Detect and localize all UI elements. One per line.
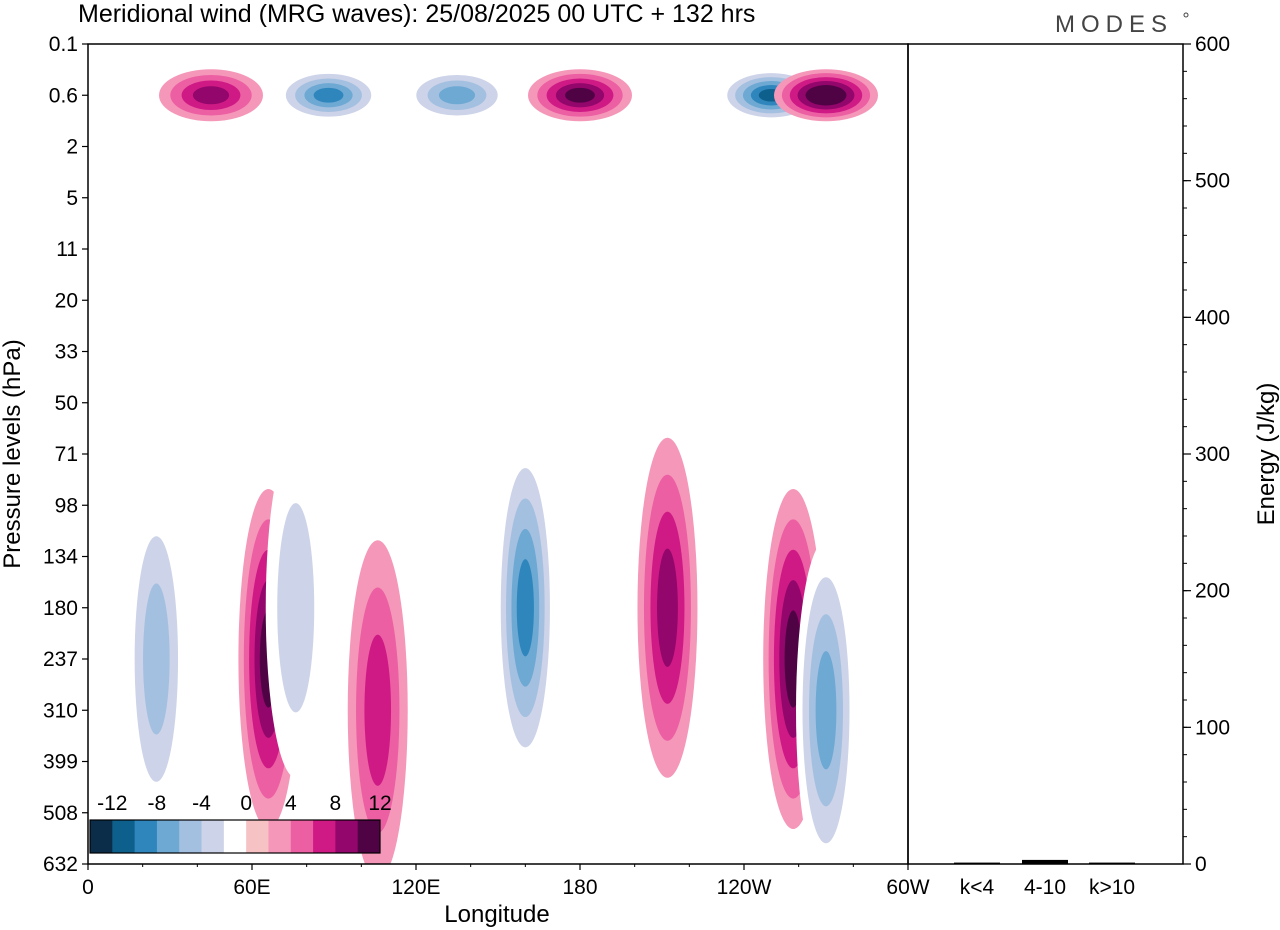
contour-band — [815, 651, 837, 770]
energy-plot-frame — [907, 43, 1184, 865]
energy-tick-label: 0 — [1195, 853, 1207, 876]
brand-logo: MODES — [1055, 11, 1173, 38]
colorbar-swatch — [156, 820, 180, 853]
contour-feature — [637, 437, 698, 778]
y-axis-label: Pressure levels (hPa) — [0, 339, 26, 568]
contour-feature — [265, 437, 326, 778]
colorbar-swatch — [335, 820, 359, 853]
x-tick-label: 60W — [886, 876, 929, 899]
colorbar-swatch — [223, 820, 247, 853]
y-tick-label: 20 — [55, 289, 78, 312]
energy-tick-label: 600 — [1195, 33, 1230, 56]
y-tick-label: 0.6 — [49, 84, 78, 107]
colorbar-swatch — [112, 820, 136, 853]
y-tick-label: 98 — [55, 494, 78, 517]
contour-feature — [126, 489, 187, 829]
contour-feature — [528, 69, 632, 122]
energy-categories: k<4 4-10 k>10 — [960, 876, 1135, 899]
contour-band — [565, 87, 595, 103]
colorbar-swatch — [246, 820, 269, 853]
y-tick-label: 5 — [66, 187, 78, 210]
colorbar-swatch — [313, 820, 336, 853]
contour-band — [516, 559, 534, 657]
y-tick-label: 71 — [55, 443, 78, 466]
energy-tick-label: 400 — [1195, 306, 1230, 329]
colorbar-tick-label: -12 — [97, 792, 127, 815]
contour-band — [657, 548, 678, 667]
y-tick-label: 508 — [43, 802, 78, 825]
chart-title: Meridional wind (MRG waves): 25/08/2025 … — [78, 0, 755, 28]
energy-bar — [954, 862, 1000, 865]
x-tick-label: 60E — [233, 876, 270, 899]
colorbar-tick-label: -4 — [192, 792, 211, 815]
y-tick-label: 2 — [66, 136, 78, 159]
colorbar-tick-label: 4 — [285, 792, 297, 815]
energy-category-label: 4-10 — [1024, 876, 1066, 899]
colorbar — [89, 819, 381, 854]
contour-field — [126, 69, 878, 864]
colorbar-tick-label: 12 — [368, 792, 391, 815]
colorbar-tick-label: 8 — [330, 792, 342, 815]
colorbar-swatch — [357, 820, 381, 853]
y-tick-label: 50 — [55, 392, 78, 415]
y-tick-label: 237 — [43, 648, 78, 671]
colorbar-labels: -12 -8 -4 0 4 8 12 — [97, 792, 392, 815]
contour-band — [192, 86, 230, 105]
energy-tick-label: 100 — [1195, 716, 1230, 739]
contour-feature — [796, 540, 856, 864]
contour-band — [313, 87, 344, 103]
colorbar-tick-label: 0 — [240, 792, 252, 815]
y-tick-label: 632 — [43, 853, 78, 876]
y-tick-label: 134 — [43, 546, 78, 569]
energy-tick-label: 300 — [1195, 443, 1230, 466]
x-tick-label: 120W — [717, 876, 772, 899]
colorbar-swatch — [290, 820, 314, 853]
energy-axis-label: Energy (J/kg) — [1253, 383, 1280, 526]
logo-mark — [1183, 12, 1189, 18]
energy-category-label: k<4 — [960, 876, 995, 899]
energy-axis: 0 100 200 300 400 500 600 — [1183, 33, 1230, 876]
y-tick-label: 33 — [55, 341, 78, 364]
colorbar-swatch — [201, 820, 225, 853]
x-axis: 0 60E 120E 180 120W 60W — [82, 864, 930, 899]
contour-feature — [495, 437, 556, 778]
x-tick-label: 180 — [562, 876, 597, 899]
colorbar-swatch — [90, 820, 113, 853]
colorbar-frame — [89, 819, 381, 854]
colorbar-tick-label: -8 — [148, 792, 167, 815]
energy-bars — [954, 859, 1135, 865]
energy-bar — [1089, 862, 1135, 865]
y-tick-label: 11 — [56, 238, 78, 261]
y-axis: 0.1 0.6 2 5 11 20 33 50 71 98 134 180 237 310 399 508 63… — [43, 33, 88, 876]
y-tick-label: 310 — [43, 699, 78, 722]
contour-feature — [774, 69, 878, 122]
contour-band — [364, 634, 392, 786]
contour-feature — [347, 540, 408, 864]
y-tick-label: 0.1 — [49, 33, 78, 56]
contour-feature — [159, 69, 263, 122]
colorbar-swatch — [179, 820, 202, 853]
x-tick-label: 120E — [391, 876, 440, 899]
x-axis-label: Longitude — [444, 901, 549, 928]
energy-bar — [1022, 859, 1068, 864]
energy-tick-label: 500 — [1195, 170, 1230, 193]
colorbar-swatch — [134, 820, 158, 853]
contour-band — [143, 583, 170, 735]
contour-feature — [276, 69, 381, 122]
contour-band — [438, 86, 476, 105]
colorbar-swatch — [268, 820, 292, 853]
energy-tick-label: 200 — [1195, 580, 1230, 603]
y-tick-label: 399 — [43, 751, 78, 774]
contour-band — [813, 88, 839, 102]
energy-category-label: k>10 — [1089, 876, 1135, 899]
contour-feature — [405, 69, 509, 122]
contour-band — [277, 503, 315, 713]
y-tick-label: 180 — [43, 597, 78, 620]
x-tick-label: 0 — [82, 876, 94, 899]
